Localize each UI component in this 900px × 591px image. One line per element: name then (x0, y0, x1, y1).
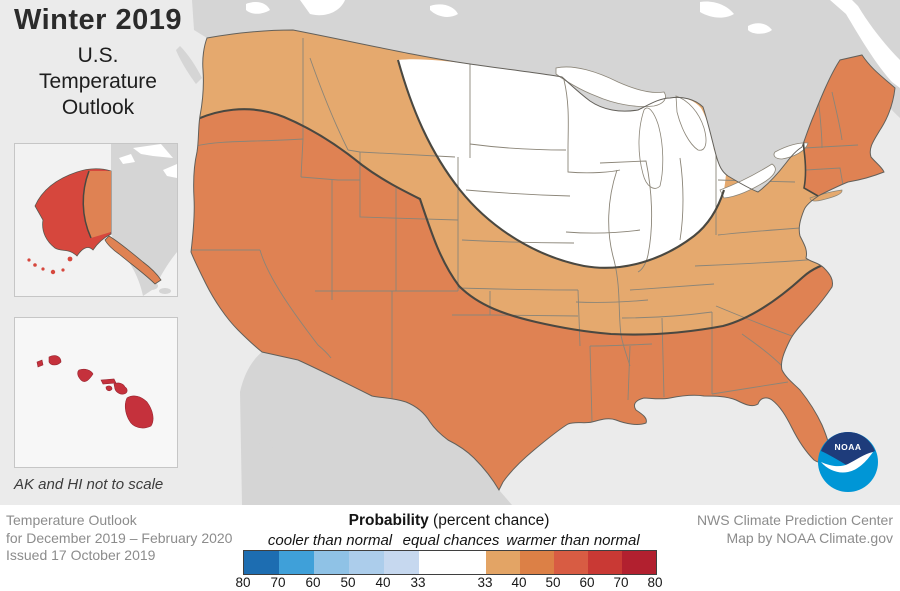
credit-line-2: for December 2019 – February 2020 (6, 529, 233, 546)
lake-huron (675, 95, 707, 151)
legend-tick-40: 40 (375, 575, 391, 590)
lake-superior (555, 66, 666, 107)
map-area: Winter 2019 U.S. Temperature Outlook (0, 0, 900, 505)
us-map (176, 0, 900, 505)
credit-line-3: Issued 17 October 2019 (6, 547, 156, 563)
legend-bar (243, 550, 657, 575)
subtitle-line-2: Temperature (39, 70, 157, 93)
niihau (36, 359, 44, 368)
legend-title: Probability (percent chance) (243, 512, 655, 530)
kauai (48, 355, 62, 366)
conus-coastline (190, 29, 896, 492)
page-title: Winter 2019 (13, 4, 183, 36)
credit-line-1: Temperature Outlook (6, 512, 137, 528)
source-line-1: NWS Climate Prediction Center (696, 512, 893, 528)
molokai (100, 378, 117, 385)
noaa-logo-text: NOAA (834, 442, 861, 452)
legend-segment-warm-4 (622, 551, 656, 574)
legend-tick-50: 50 (340, 575, 356, 590)
legend-segment-cool-0 (244, 551, 279, 574)
legend-segment-cool-2 (314, 551, 349, 574)
subtitle-line-1: U.S. (77, 44, 119, 67)
legend-title-word: Probability (348, 512, 429, 529)
big-island (124, 395, 154, 429)
legend-tick-60: 60 (305, 575, 321, 590)
probability-legend: Probability (percent chance) cooler than… (235, 505, 662, 591)
legend-category-warmer: warmer than normal (506, 532, 640, 549)
probability-contours (191, 59, 839, 336)
noaa-logo: NOAA (818, 432, 878, 492)
alaska-map (15, 144, 177, 296)
legend-segment-cool-1 (279, 551, 314, 574)
alaska-southeast-orange (83, 171, 111, 238)
legend-segment-cool-3 (349, 551, 384, 574)
subtitle-line-3: Outlook (61, 96, 135, 119)
alaska-panhandle (104, 235, 162, 285)
legend-tick-70: 70 (270, 575, 286, 590)
legend-tick-50: 50 (545, 575, 561, 590)
inset-mountains (119, 144, 177, 178)
legend-category-cooler: cooler than normal (267, 532, 393, 549)
hawaii-map (15, 318, 177, 467)
legend-segment-cool-4 (384, 551, 419, 574)
legend-segment-warm-0 (486, 551, 520, 574)
contour-40-newengland (799, 91, 819, 197)
source-line-2: Map by NOAA Climate.gov (726, 529, 893, 546)
legend-tick-70: 70 (613, 575, 629, 590)
hawaii-inset (14, 317, 178, 468)
title-block: Winter 2019 U.S. Temperature Outlook (0, 4, 196, 121)
lake-michigan (638, 107, 664, 189)
legend-tick-33: 33 (477, 575, 493, 590)
aleutian-islands (27, 256, 73, 275)
footer: Temperature Outlook for December 2019 – … (0, 505, 900, 591)
legend-category-equal: equal chances (402, 532, 500, 549)
alaska-inset (14, 143, 178, 297)
legend-segment-warm-1 (520, 551, 554, 574)
legend-segment-neutral (419, 551, 486, 574)
canada-landmass (192, 0, 900, 192)
contour-33 (396, 59, 726, 269)
legend-segment-warm-3 (588, 551, 622, 574)
page-subtitle: U.S. Temperature Outlook (0, 43, 196, 121)
source-credit: NWS Climate Prediction Center Map by NOA… (697, 512, 893, 547)
great-lakes (555, 66, 809, 199)
issuance-credit: Temperature Outlook for December 2019 – … (6, 512, 232, 565)
lanai (105, 385, 113, 392)
maui (113, 382, 128, 395)
vancouver-island (176, 46, 202, 84)
mexico-landmass (240, 352, 512, 505)
lake-erie (719, 163, 776, 199)
legend-title-suffix: (percent chance) (433, 512, 550, 529)
inset-note: AK and HI not to scale (14, 476, 164, 493)
state-borders (191, 38, 859, 423)
legend-tick-60: 60 (579, 575, 595, 590)
legend-tick-33: 33 (410, 575, 426, 590)
hawaii-islands (36, 355, 154, 429)
long-island (809, 189, 843, 202)
contour-40 (191, 108, 839, 336)
canada-lakes-decoration (246, 0, 900, 88)
lake-ontario (773, 142, 809, 160)
legend-segment-warm-2 (554, 551, 588, 574)
legend-tick-40: 40 (511, 575, 527, 590)
legend-tick-80: 80 (235, 575, 251, 590)
legend-ticks: 80 70 60 50 40 33 33 40 50 60 70 80 (235, 575, 662, 591)
oahu (77, 368, 94, 382)
alaska-contour (82, 170, 92, 239)
legend-categories: cooler than normal equal chances warmer … (243, 532, 655, 550)
noaa-logo-gull (821, 452, 873, 473)
legend-tick-80: 80 (647, 575, 663, 590)
